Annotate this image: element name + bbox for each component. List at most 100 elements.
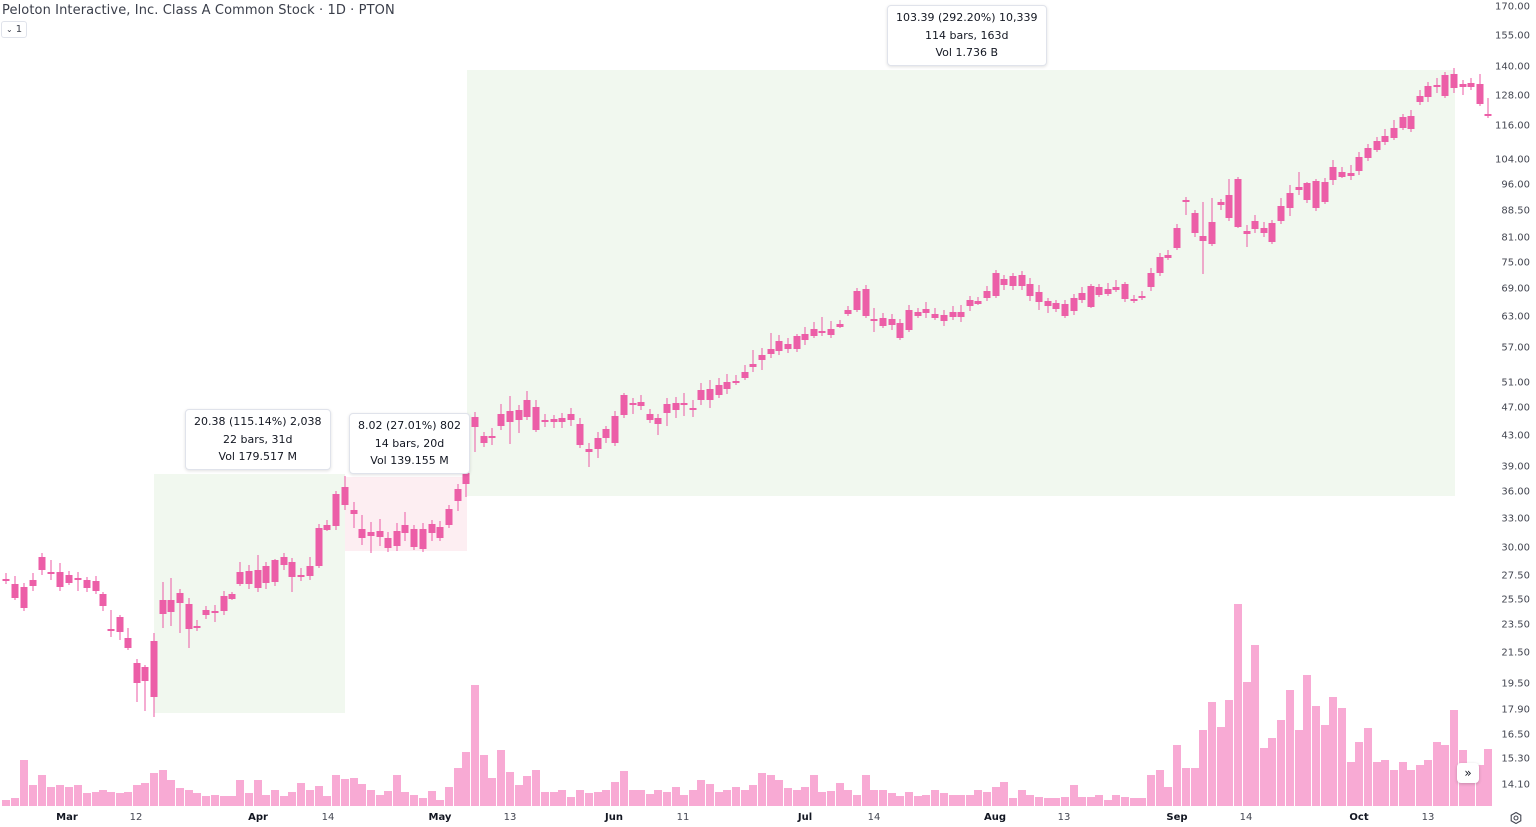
volume-bar <box>1112 795 1120 806</box>
volume-bar <box>1009 798 1017 806</box>
volume-bar <box>471 685 479 806</box>
candle-body <box>1321 182 1329 202</box>
candle-body <box>1009 276 1017 286</box>
volume-bar <box>92 792 100 806</box>
candle-body <box>888 319 896 325</box>
candle-body <box>1217 202 1225 205</box>
legend-toggle-button[interactable]: ⌄ 1 <box>1 21 28 38</box>
price-chart-canvas[interactable] <box>0 0 1496 806</box>
price-axis[interactable]: 170.00 155.00 140.00 128.00 116.00 104.00 96.0… <box>1495 0 1536 805</box>
volume-bar <box>1433 742 1441 806</box>
candle-body <box>914 312 922 316</box>
volume-bar <box>141 783 149 806</box>
candle-body <box>715 385 723 395</box>
volume-bar <box>159 770 167 806</box>
volume-bar <box>202 796 210 806</box>
time-tick-label: Mar <box>56 812 78 823</box>
candle-body <box>1484 114 1492 116</box>
candle-body <box>38 557 46 570</box>
price-tick-label: 128.00 <box>1495 90 1530 102</box>
volume-bar <box>99 790 107 806</box>
candle-body <box>1225 195 1233 218</box>
volume-bar <box>306 790 314 806</box>
volume-bar <box>480 755 488 806</box>
candle-body <box>358 529 366 538</box>
candle-body <box>193 626 201 628</box>
candle-body <box>11 584 19 598</box>
price-tick-label: 25.50 <box>1501 594 1530 606</box>
candle-body <box>983 291 991 298</box>
price-tick-label: 23.50 <box>1501 619 1530 631</box>
volume-bar <box>280 796 288 806</box>
candle-body <box>853 291 861 310</box>
volume-bar <box>1130 798 1138 806</box>
volume-bar <box>715 792 723 806</box>
volume-bar <box>1243 682 1251 806</box>
volume-bar <box>462 752 470 806</box>
candle-body <box>862 289 870 316</box>
volume-bar <box>436 800 444 806</box>
candle-body <box>1424 86 1432 97</box>
volume-bar <box>1303 675 1311 806</box>
volume-bar <box>1416 765 1424 806</box>
time-tick-label: Jun <box>605 812 623 823</box>
volume-bar <box>384 791 392 806</box>
legend-toggle-count: 1 <box>15 24 23 35</box>
volume-bar <box>515 785 523 806</box>
tooltip-line3: Vol 179.517 M <box>218 450 297 463</box>
candle-body <box>1338 172 1346 177</box>
candle-body <box>350 510 358 514</box>
candle-body <box>1407 116 1415 129</box>
volume-bar <box>1399 762 1407 806</box>
candle-body <box>185 604 193 629</box>
volume-bar <box>124 792 132 806</box>
candle-body <box>1277 206 1285 221</box>
candle-body <box>410 529 418 547</box>
volume-bar <box>896 796 904 806</box>
volume-bar <box>637 790 645 806</box>
volume-bar <box>1476 765 1484 806</box>
volume-bar <box>1390 770 1398 806</box>
volume-bar <box>1381 760 1389 806</box>
time-tick-label: 14 <box>867 812 881 823</box>
price-tick-label: 63.00 <box>1501 311 1530 323</box>
gear-icon[interactable] <box>1510 812 1522 824</box>
volume-bar <box>185 790 193 806</box>
time-axis[interactable]: Mar 12 Apr 14 May 13 Jun 11 Jul 14 Aug 13 Sep 14 Oct 13 <box>0 806 1496 827</box>
time-tick-label: Aug <box>983 812 1007 823</box>
volume-bar <box>1450 710 1458 806</box>
time-tick-label: Apr <box>248 812 268 823</box>
candle-body <box>1381 136 1389 142</box>
candle-body <box>1433 85 1441 87</box>
volume-bar <box>167 780 175 806</box>
candle-body <box>896 323 904 338</box>
volume-bar <box>488 778 496 806</box>
volume-bar <box>741 790 749 806</box>
candle-body <box>697 390 705 400</box>
candle-body <box>83 580 91 588</box>
scroll-to-realtime-button[interactable]: » <box>1457 763 1479 783</box>
candle-body <box>1329 167 1337 180</box>
candle-body <box>1234 179 1242 227</box>
volume-bar <box>1286 690 1294 806</box>
candle-body <box>1104 289 1112 294</box>
candle-body <box>220 596 228 611</box>
volume-bar <box>315 786 323 806</box>
volume-bar <box>827 791 835 806</box>
candle-body <box>384 538 392 548</box>
volume-bar <box>133 785 141 806</box>
price-tick-label: 69.00 <box>1501 283 1530 295</box>
volume-bar <box>1104 800 1112 806</box>
candle-body <box>1087 286 1095 307</box>
volume-bar <box>966 795 974 806</box>
tooltip-line2: 114 bars, 163d <box>925 28 1009 42</box>
candle-body <box>818 331 826 333</box>
price-tick-label: 33.00 <box>1501 513 1530 525</box>
price-tick-label: 51.00 <box>1501 377 1530 389</box>
volume-bar <box>974 790 982 806</box>
candle-body <box>306 566 314 576</box>
volume-bar <box>1217 727 1225 806</box>
volume-bar <box>523 776 531 806</box>
candle-body <box>133 663 141 683</box>
candle-body <box>541 420 549 422</box>
